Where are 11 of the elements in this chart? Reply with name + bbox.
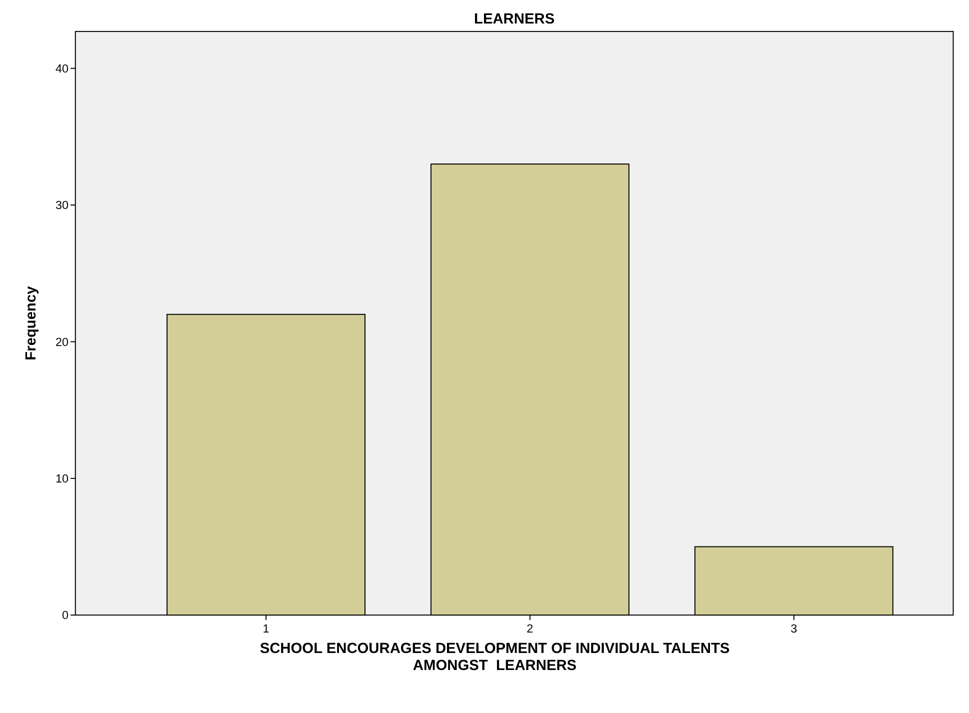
x-axis-title: SCHOOL ENCOURAGES DEVELOPMENT OF INDIVIDUAL TALENTS AMONGST LEARNERS — [260, 641, 730, 674]
y-tick-label: 30 — [56, 199, 70, 212]
y-tick-label: 0 — [62, 609, 70, 622]
x-tick-label: 2 — [526, 622, 534, 636]
x-tick-label: 3 — [790, 622, 798, 636]
y-tick-label: 40 — [56, 62, 70, 76]
y-axis-title: Frequency — [23, 285, 40, 360]
y-tick-label: 10 — [56, 472, 70, 486]
chart-title: LEARNERS — [474, 12, 555, 28]
y-tick-label: 20 — [56, 336, 70, 349]
x-tick-label: 1 — [262, 622, 270, 636]
